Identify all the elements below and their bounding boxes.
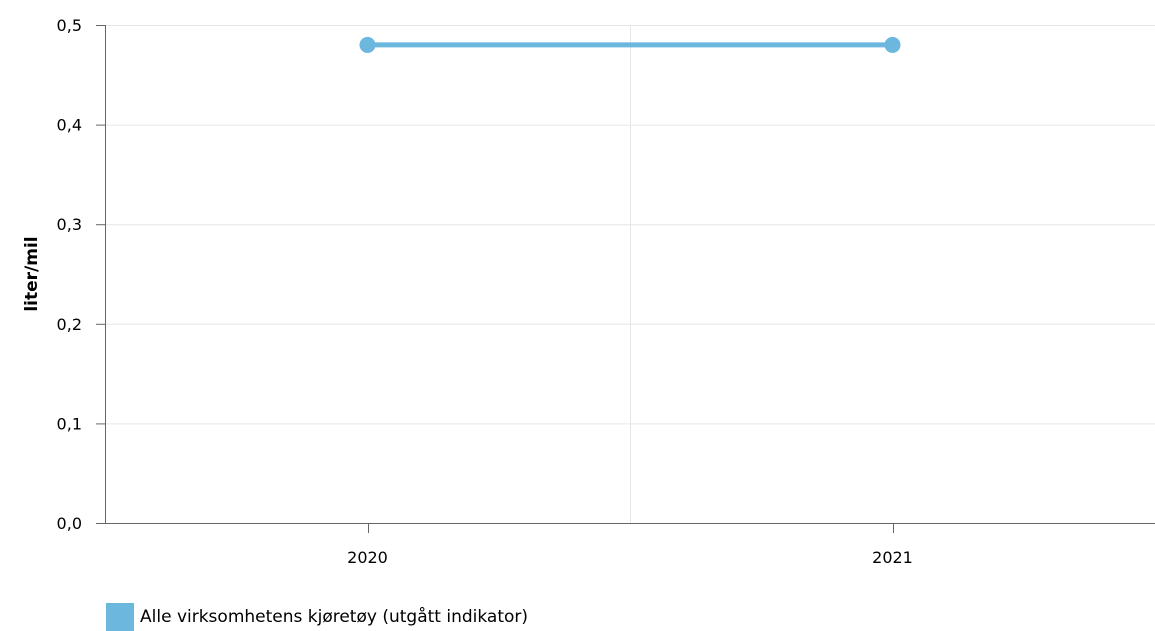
legend[interactable]: Alle virksomhetens kjøretøy (utgått indi…: [106, 603, 528, 631]
y-tick-label: 0,1: [57, 414, 82, 433]
y-tick-label: 0,5: [57, 16, 82, 35]
data-point: [359, 36, 376, 53]
x-tick-label: 2020: [347, 548, 388, 567]
axes: 0,0 0,1 0,2 0,3 0,4 0,5 2020 2021: [57, 16, 1155, 567]
data-points: [359, 36, 901, 53]
legend-swatch: [106, 603, 134, 631]
data-point: [884, 36, 901, 53]
grid-lines: [105, 25, 1155, 523]
legend-label: Alle virksomhetens kjøretøy (utgått indi…: [140, 607, 529, 627]
x-tick-label: 2021: [872, 548, 913, 567]
y-tick-label: 0,2: [57, 315, 82, 334]
y-tick-label: 0,0: [57, 514, 82, 533]
y-tick-label: 0,4: [57, 116, 82, 135]
y-axis-title: liter/mil: [22, 236, 42, 311]
y-tick-label: 0,3: [57, 215, 82, 234]
